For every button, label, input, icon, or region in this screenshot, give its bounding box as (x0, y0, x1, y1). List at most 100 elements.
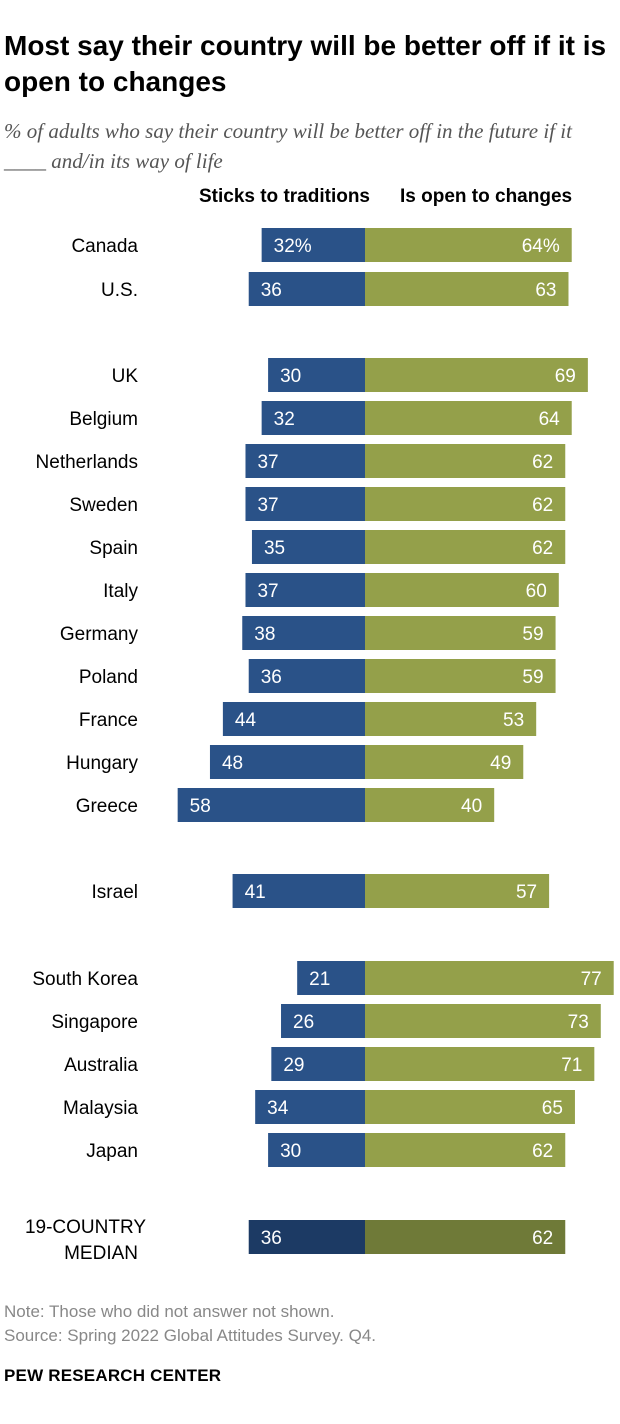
category-label-singapore: Singapore (51, 1012, 138, 1033)
value-label-traditions-uk: 30 (280, 366, 301, 387)
bar-changes-greece (365, 788, 495, 822)
bar-traditions-italy (245, 573, 365, 607)
category-label-belgium: Belgium (69, 409, 138, 430)
category-label-france: France (79, 710, 138, 731)
bar-traditions-uk (268, 358, 365, 392)
bar-changes-singapore (365, 1004, 601, 1038)
bar-traditions-19-country-median (248, 1220, 365, 1254)
category-label-australia: Australia (64, 1055, 138, 1076)
bar-changes-malaysia (365, 1090, 575, 1124)
category-label-canada: Canada (71, 236, 138, 257)
category-label-italy: Italy (103, 581, 138, 602)
value-label-traditions-australia: 29 (283, 1055, 304, 1076)
category-label-israel: Israel (92, 882, 138, 903)
footnote: Note: Those who did not answer not shown… (4, 1302, 335, 1321)
value-label-changes-malaysia: 65 (542, 1098, 563, 1119)
bar-traditions-france (222, 702, 365, 736)
value-label-changes-u-s: 63 (535, 280, 556, 301)
bar-traditions-sweden (245, 487, 365, 521)
value-label-changes-uk: 69 (555, 366, 576, 387)
value-label-traditions-greece: 58 (190, 796, 211, 817)
value-label-traditions-japan: 30 (280, 1141, 301, 1162)
value-label-traditions-spain: 35 (264, 538, 285, 559)
value-label-traditions-singapore: 26 (293, 1012, 314, 1033)
bar-changes-hungary (365, 745, 524, 779)
bar-traditions-u-s (248, 272, 365, 306)
bar-traditions-hungary (209, 745, 365, 779)
category-label-japan: Japan (86, 1141, 138, 1162)
value-label-changes-canada: 64% (522, 236, 560, 257)
bar-changes-south-korea (365, 961, 614, 995)
category-label-netherlands: Netherlands (36, 452, 138, 473)
bar-changes-poland (365, 659, 556, 693)
value-label-changes-italy: 60 (526, 581, 547, 602)
category-label-poland: Poland (79, 667, 138, 688)
bar-traditions-greece (177, 788, 365, 822)
bar-changes-germany (365, 616, 556, 650)
bar-changes-australia (365, 1047, 595, 1081)
legend-sticks-to-traditions: Sticks to traditions (198, 186, 370, 207)
bar-changes-spain (365, 530, 566, 564)
value-label-changes-spain: 62 (532, 538, 553, 559)
bar-changes-canada (365, 228, 572, 262)
brand-footer: PEW RESEARCH CENTER (4, 1366, 222, 1385)
bar-changes-israel (365, 874, 550, 908)
value-label-traditions-germany: 38 (254, 624, 275, 645)
bar-changes-netherlands (365, 444, 566, 478)
value-label-changes-hungary: 49 (490, 753, 511, 774)
bar-changes-u-s (365, 272, 569, 306)
bar-traditions-singapore (281, 1004, 365, 1038)
legend-open-to-changes: Is open to changes (400, 186, 573, 207)
value-label-changes-belgium: 64 (539, 409, 561, 430)
bar-traditions-south-korea (297, 961, 365, 995)
bar-traditions-australia (271, 1047, 365, 1081)
category-label-south-korea: South Korea (32, 969, 138, 990)
category-label-uk: UK (112, 366, 139, 387)
category-label-hungary: Hungary (66, 753, 138, 774)
category-label-germany: Germany (60, 624, 139, 645)
source-line: Source: Spring 2022 Global Attitudes Sur… (4, 1326, 377, 1345)
bar-traditions-israel (232, 874, 365, 908)
bar-traditions-belgium (261, 401, 365, 435)
value-label-changes-south-korea: 77 (581, 969, 602, 990)
value-label-changes-greece: 40 (461, 796, 482, 817)
value-label-traditions-u-s: 36 (261, 280, 282, 301)
value-label-changes-germany: 59 (522, 624, 543, 645)
bar-changes-uk (365, 358, 588, 392)
bar-traditions-spain (251, 530, 365, 564)
value-label-changes-japan: 62 (532, 1141, 553, 1162)
bar-changes-belgium (365, 401, 572, 435)
value-label-traditions-malaysia: 34 (267, 1098, 289, 1119)
value-label-traditions-israel: 41 (245, 882, 266, 903)
value-label-changes-australia: 71 (561, 1055, 582, 1076)
value-label-traditions-italy: 37 (257, 581, 278, 602)
bar-traditions-poland (248, 659, 365, 693)
bar-changes-japan (365, 1133, 566, 1167)
value-label-traditions-19-country-median: 36 (261, 1228, 282, 1249)
value-label-traditions-netherlands: 37 (257, 452, 278, 473)
category-label-malaysia: Malaysia (63, 1098, 138, 1119)
value-label-traditions-belgium: 32 (274, 409, 295, 430)
value-label-changes-france: 53 (503, 710, 524, 731)
bar-traditions-canada (261, 228, 365, 262)
value-label-traditions-france: 44 (235, 710, 257, 731)
value-label-traditions-poland: 36 (261, 667, 282, 688)
value-label-traditions-hungary: 48 (222, 753, 243, 774)
value-label-changes-israel: 57 (516, 882, 537, 903)
value-label-changes-netherlands: 62 (532, 452, 553, 473)
category-label-19-country-median: 19-COUNTRY MEDIAN (25, 1217, 146, 1264)
value-label-traditions-canada: 32% (274, 236, 312, 257)
bar-traditions-germany (242, 616, 365, 650)
bar-changes-sweden (365, 487, 566, 521)
value-label-changes-sweden: 62 (532, 495, 553, 516)
bar-changes-france (365, 702, 537, 736)
value-label-traditions-south-korea: 21 (309, 969, 330, 990)
value-label-changes-poland: 59 (522, 667, 543, 688)
value-label-changes-singapore: 73 (568, 1012, 589, 1033)
bar-changes-19-country-median (365, 1220, 566, 1254)
chart-title: Most say their country will be better of… (4, 30, 607, 97)
category-label-sweden: Sweden (69, 495, 138, 516)
value-label-changes-19-country-median: 62 (532, 1228, 553, 1249)
value-label-traditions-sweden: 37 (257, 495, 278, 516)
bar-traditions-netherlands (245, 444, 365, 478)
